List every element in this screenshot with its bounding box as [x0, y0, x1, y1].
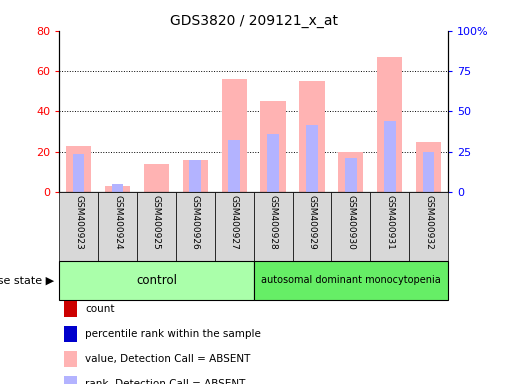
- Text: GSM400927: GSM400927: [230, 195, 238, 250]
- Text: autosomal dominant monocytopenia: autosomal dominant monocytopenia: [261, 275, 441, 285]
- Bar: [228, 140, 240, 192]
- Text: GSM400923: GSM400923: [74, 195, 83, 250]
- Bar: [73, 154, 84, 192]
- Bar: [370, 192, 409, 261]
- Bar: [215, 192, 253, 261]
- Text: value, Detection Call = ABSENT: value, Detection Call = ABSENT: [85, 354, 250, 364]
- Text: GSM400924: GSM400924: [113, 195, 122, 250]
- Bar: [332, 192, 370, 261]
- Bar: [416, 142, 441, 192]
- Bar: [377, 57, 402, 192]
- Bar: [144, 164, 169, 192]
- Bar: [293, 192, 332, 261]
- Bar: [176, 192, 215, 261]
- Bar: [190, 160, 201, 192]
- Text: GSM400926: GSM400926: [191, 195, 200, 250]
- Text: GSM400928: GSM400928: [269, 195, 278, 250]
- Text: disease state ▶: disease state ▶: [0, 275, 54, 285]
- Bar: [98, 192, 137, 261]
- Bar: [59, 192, 98, 261]
- Text: control: control: [136, 274, 177, 287]
- Text: GSM400931: GSM400931: [385, 195, 394, 250]
- Bar: [105, 186, 130, 192]
- Title: GDS3820 / 209121_x_at: GDS3820 / 209121_x_at: [169, 14, 338, 28]
- Bar: [112, 184, 124, 192]
- Bar: [423, 152, 435, 192]
- Text: GSM400930: GSM400930: [347, 195, 355, 250]
- Bar: [59, 261, 253, 300]
- Bar: [306, 126, 318, 192]
- Bar: [261, 101, 286, 192]
- Bar: [409, 192, 448, 261]
- Bar: [384, 121, 396, 192]
- Bar: [299, 81, 324, 192]
- Text: GSM400925: GSM400925: [152, 195, 161, 250]
- Text: rank, Detection Call = ABSENT: rank, Detection Call = ABSENT: [85, 379, 245, 384]
- Text: percentile rank within the sample: percentile rank within the sample: [85, 329, 261, 339]
- Bar: [221, 79, 247, 192]
- Bar: [253, 261, 448, 300]
- Bar: [137, 192, 176, 261]
- Bar: [183, 160, 208, 192]
- Bar: [267, 134, 279, 192]
- Bar: [253, 192, 293, 261]
- Text: GSM400929: GSM400929: [307, 195, 316, 250]
- Bar: [345, 158, 357, 192]
- Bar: [66, 146, 91, 192]
- Text: GSM400932: GSM400932: [424, 195, 433, 250]
- Bar: [338, 152, 364, 192]
- Text: count: count: [85, 304, 114, 314]
